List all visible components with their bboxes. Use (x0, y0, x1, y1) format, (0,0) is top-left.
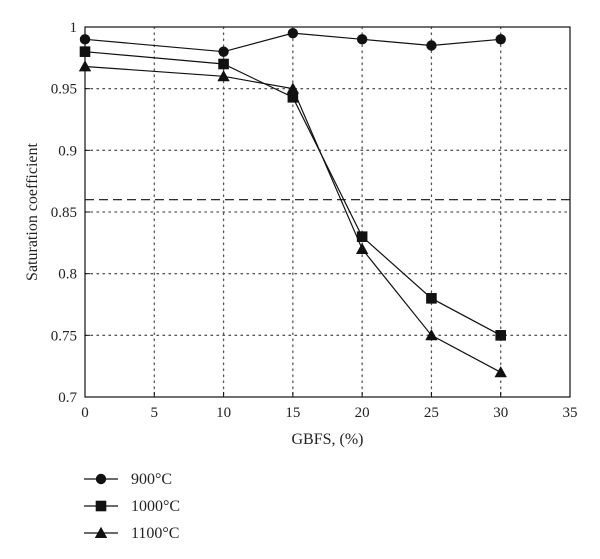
data-point (356, 231, 368, 242)
legend-item-2: 1100°C (84, 525, 179, 542)
data-point (78, 60, 92, 72)
legend-marker (95, 473, 107, 485)
x-tick-label: 0 (81, 405, 89, 421)
legend-label: 900°C (131, 471, 172, 488)
legend-marker (95, 500, 107, 512)
x-tick-label: 10 (216, 405, 231, 421)
y-axis-label: Saturation coefficient (24, 143, 41, 281)
data-point (495, 330, 507, 341)
x-tick-label: 5 (151, 405, 159, 421)
series-line (84, 32, 501, 53)
y-tick-label: 0.95 (51, 82, 77, 98)
legend: 900°C 1000°C 1100°C (84, 471, 180, 542)
data-point (218, 46, 229, 57)
data-point (425, 329, 438, 341)
y-tick-label: 0.9 (58, 143, 77, 159)
data-point (355, 242, 369, 254)
legend-label: 1100°C (131, 525, 179, 542)
data-point (218, 58, 229, 70)
data-point (217, 70, 230, 82)
data-point (356, 34, 368, 45)
data-point (79, 34, 91, 45)
data-point (495, 34, 506, 45)
axis-ticks: 0 5 10 15 20 25 30 35 0.7 0.75 0.8 0.85 0.9 0.95 1 (51, 20, 578, 421)
x-tick-label: 35 (563, 405, 578, 421)
legend-label: 1000°C (131, 498, 180, 515)
x-tick-label: 15 (285, 405, 300, 421)
data-point (426, 40, 437, 51)
legend-item-0: 900°C (84, 471, 172, 488)
data-point (287, 92, 299, 103)
series-0 (79, 27, 506, 57)
y-tick-label: 1 (70, 20, 78, 36)
series-line (84, 65, 501, 373)
series-layer (78, 27, 507, 378)
x-tick-label: 30 (493, 405, 508, 421)
series-1 (79, 46, 507, 341)
data-point (287, 27, 299, 39)
data-point (494, 366, 507, 378)
x-axis-label: GBFS, (%) (291, 431, 363, 448)
legend-marker (94, 526, 108, 538)
data-point (426, 293, 437, 304)
data-point (286, 82, 300, 94)
x-tick-label: 25 (424, 405, 439, 421)
series-2 (78, 60, 507, 378)
y-tick-label: 0.75 (51, 328, 77, 344)
y-tick-label: 0.85 (51, 205, 77, 221)
legend-item-1: 1000°C (84, 498, 180, 515)
y-tick-label: 0.7 (58, 390, 77, 406)
x-tick-label: 20 (355, 405, 370, 421)
series-line (84, 51, 501, 336)
y-tick-label: 0.8 (58, 267, 77, 283)
data-point (79, 46, 91, 57)
grid-layer (84, 26, 571, 398)
